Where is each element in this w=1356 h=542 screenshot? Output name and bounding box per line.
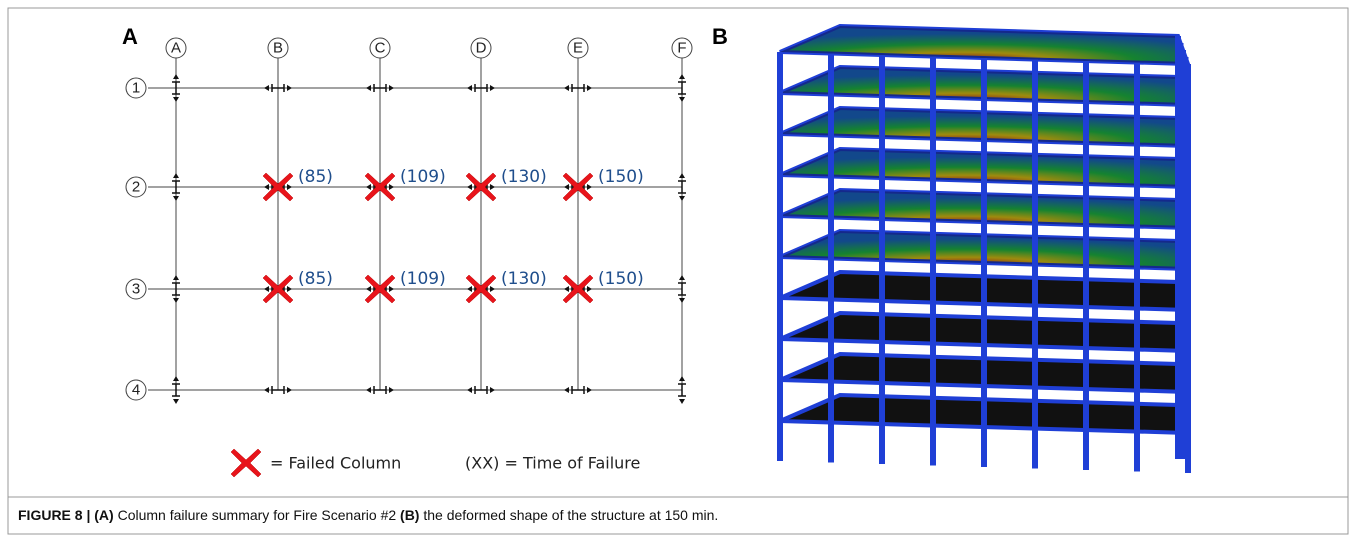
caption-text: Column failure summary for Fire Scenario… bbox=[114, 507, 400, 523]
failure-time: (150) bbox=[598, 167, 644, 187]
failure-time: (150) bbox=[598, 269, 644, 289]
failure-time: (109) bbox=[400, 167, 446, 187]
column-label: E bbox=[573, 40, 583, 57]
panel-label: B bbox=[712, 24, 728, 49]
caption-text: the deformed shape of the structure at 1… bbox=[419, 507, 718, 523]
column-label: A bbox=[171, 40, 181, 57]
row-label: 3 bbox=[132, 281, 140, 298]
row-label: 2 bbox=[132, 179, 140, 196]
row-label: 4 bbox=[132, 382, 140, 399]
column-label: B bbox=[273, 40, 283, 57]
caption-bold: (B) bbox=[400, 507, 419, 523]
figure: A B FIGURE 8 | (A) Column failure summar… bbox=[0, 0, 1356, 542]
column-label: F bbox=[677, 40, 686, 57]
failure-time: (85) bbox=[298, 269, 333, 289]
column-label: C bbox=[375, 40, 386, 57]
failure-time: (130) bbox=[501, 167, 547, 187]
caption-bold: FIGURE 8 | (A) bbox=[18, 507, 114, 523]
failure-time: (85) bbox=[298, 167, 333, 187]
legend-symbol bbox=[231, 449, 261, 477]
failure-time: (130) bbox=[501, 269, 547, 289]
panel-label: A bbox=[122, 24, 138, 49]
legend-text: (XX) = Time of Failure bbox=[465, 454, 640, 473]
caption: FIGURE 8 | (A) Column failure summary fo… bbox=[18, 507, 718, 523]
legend-text: = Failed Column bbox=[270, 454, 401, 473]
failure-time: (109) bbox=[400, 269, 446, 289]
row-label: 1 bbox=[132, 80, 140, 97]
column-label: D bbox=[476, 40, 487, 57]
building-render bbox=[780, 26, 1188, 473]
